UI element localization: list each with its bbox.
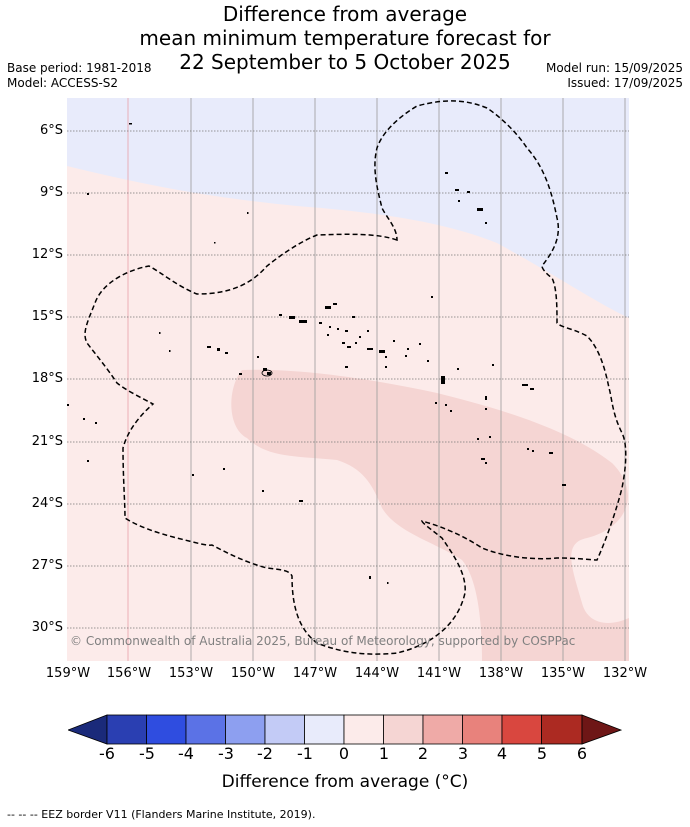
- colorbar-tick: -5: [139, 744, 155, 763]
- meta-left: Base period: 1981-2018 Model: ACCESS-S2: [7, 61, 152, 91]
- lon-label-159w: 159°W: [45, 666, 91, 681]
- colorbar: [66, 714, 623, 750]
- lon-label-141w: 141°W: [416, 666, 462, 681]
- colorbar-tick: -3: [218, 744, 234, 763]
- colorbar-bin: [383, 714, 424, 745]
- colorbar-bin: [225, 714, 266, 745]
- colorbar-bin: [541, 714, 583, 745]
- lon-label-153w: 153°W: [168, 666, 214, 681]
- map-svg: [67, 98, 629, 661]
- colorbar-tick: 1: [378, 744, 390, 763]
- colorbar-bin: [106, 714, 147, 745]
- lat-label-9s: 9°S: [39, 185, 63, 200]
- colorbar-bin: [146, 714, 187, 745]
- lat-label-15s: 15°S: [31, 309, 63, 324]
- region-anomaly-minus-1-to-0: [67, 98, 629, 318]
- colorbar-bin: [304, 714, 345, 745]
- base-period: Base period: 1981-2018: [7, 61, 152, 75]
- lon-label-138w: 138°W: [478, 666, 524, 681]
- lon-label-147w: 147°W: [292, 666, 338, 681]
- lat-label-27s: 27°S: [31, 558, 63, 573]
- colorbar-bin: [185, 714, 226, 745]
- lon-label-150w: 150°W: [230, 666, 276, 681]
- meta-right: Model run: 15/09/2025 Issued: 17/09/2025: [546, 61, 683, 91]
- colorbar-tick: 0: [338, 744, 350, 763]
- model-name: Model: ACCESS-S2: [7, 76, 119, 90]
- colorbar-svg: [66, 714, 623, 745]
- forecast-map: [67, 98, 629, 661]
- title-line-1: Difference from average: [222, 2, 468, 26]
- colorbar-tick: 2: [417, 744, 429, 763]
- colorbar-tick: -1: [297, 744, 313, 763]
- lon-label-132w: 132°W: [602, 666, 648, 681]
- islands: [67, 123, 566, 584]
- region-anomaly-1-to-2: [231, 369, 629, 661]
- colorbar-tick: 4: [496, 744, 508, 763]
- colorbar-tick: 3: [457, 744, 469, 763]
- latitude-lines: [67, 130, 629, 629]
- copyright-notice: © Commonwealth of Australia 2025, Bureau…: [70, 634, 576, 648]
- colorbar-label: Difference from average (°C): [221, 772, 469, 792]
- colorbar-bin: [501, 714, 542, 745]
- lat-label-30s: 30°S: [31, 620, 63, 635]
- lat-label-12s: 12°S: [31, 247, 63, 262]
- colorbar-tick: -2: [257, 744, 273, 763]
- colorbar-bin: [343, 714, 384, 745]
- lat-label-18s: 18°S: [31, 371, 63, 386]
- colorbar-extend-low: [66, 714, 108, 745]
- colorbar-tick: 5: [536, 744, 548, 763]
- map-title: Difference from average mean minimum tem…: [0, 2, 690, 74]
- colorbar-tick: -6: [99, 744, 115, 763]
- colorbar-bin: [462, 714, 503, 745]
- colorbar-tick: -4: [178, 744, 194, 763]
- colorbar-tick: 6: [576, 744, 588, 763]
- issued-date: Issued: 17/09/2025: [567, 76, 683, 90]
- lon-label-144w: 144°W: [354, 666, 400, 681]
- colorbar-swatches: [66, 714, 623, 745]
- colorbar-bin: [422, 714, 463, 745]
- lat-label-6s: 6°S: [39, 123, 63, 138]
- lat-label-24s: 24°S: [31, 496, 63, 511]
- eez-border-french-polynesia: [84, 100, 627, 655]
- eez-borders: [84, 100, 627, 655]
- graticule: [127, 98, 626, 661]
- lon-label-156w: 156°W: [106, 666, 152, 681]
- title-line-2: mean minimum temperature forecast for: [139, 26, 551, 50]
- lat-label-21s: 21°S: [31, 434, 63, 449]
- island-outline-tahiti: [261, 369, 273, 377]
- eez-footer-note: -- -- -- EEZ border V11 (Flanders Marine…: [7, 808, 316, 821]
- colorbar-bin: [264, 714, 305, 745]
- model-run: Model run: 15/09/2025: [545, 61, 683, 75]
- colorbar-extend-high: [581, 714, 623, 745]
- lon-label-135w: 135°W: [540, 666, 586, 681]
- title-line-3: 22 September to 5 October 2025: [179, 50, 511, 74]
